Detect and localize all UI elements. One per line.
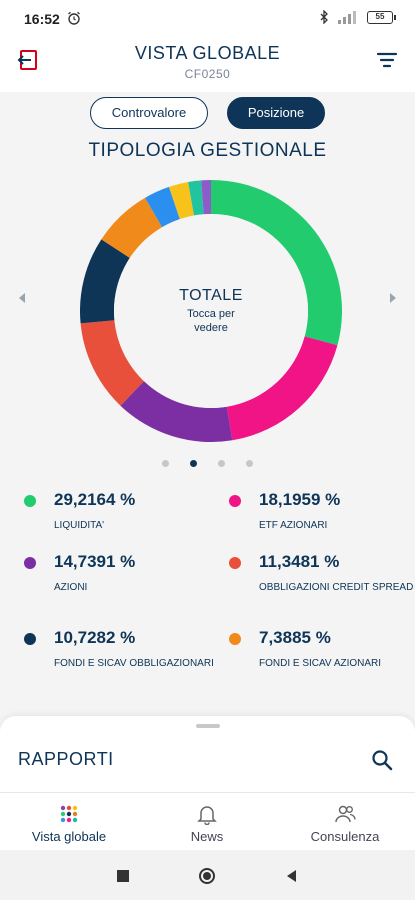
legend-swatch (24, 633, 36, 645)
pager-dot-2[interactable] (218, 460, 225, 467)
recents-icon[interactable] (114, 867, 132, 885)
nav-label-news: News (190, 829, 224, 844)
pager-dots[interactable] (0, 460, 415, 467)
donut-slice-teal[interactable] (188, 180, 204, 216)
sheet-title: RAPPORTI (18, 749, 114, 769)
legend-percent: 14,7391 % (54, 552, 136, 571)
search-icon[interactable] (371, 749, 393, 771)
back-icon[interactable] (283, 867, 301, 885)
app-bar: VISTA GLOBALE CF0250 (0, 34, 415, 92)
pager-dot-3[interactable] (246, 460, 253, 467)
battery-icon: 55 (367, 10, 396, 24)
donut-hole (114, 214, 308, 408)
legend-swatch (24, 557, 36, 569)
legend-label: FONDI E SICAV AZIONARI (259, 658, 382, 669)
page-subtitle: CF0250 (184, 67, 231, 81)
rapporti-sheet[interactable]: RAPPORTI (0, 716, 415, 792)
donut-slice-0[interactable] (211, 180, 342, 346)
bluetooth-icon (320, 10, 328, 24)
grid-dots-icon (60, 805, 78, 823)
signal-icon (338, 10, 356, 24)
legend-label: LIQUIDITA' (54, 520, 105, 531)
legend-percent: 11,3481 % (259, 552, 340, 571)
status-time: 16:52 (24, 11, 60, 27)
page-title: VISTA GLOBALE (134, 43, 281, 63)
segment-controvalore[interactable]: Controvalore (90, 97, 208, 129)
donut-center-tap-area[interactable] (145, 245, 277, 377)
legend-percent: 29,2164 % (54, 490, 136, 509)
donut-slice-yellow[interactable] (168, 182, 195, 220)
bottom-nav: Vista globale News Consulenza (0, 792, 415, 850)
sheet-handle[interactable] (196, 724, 220, 728)
nav-consulenza[interactable]: Consulenza (276, 793, 414, 851)
status-bar: 16:52 55 (0, 0, 415, 34)
nav-label-vista-globale: Vista globale (31, 829, 107, 844)
donut-slice-purple[interactable] (201, 180, 211, 215)
home-icon[interactable] (198, 867, 216, 885)
nav-vista-globale[interactable]: Vista globale (0, 793, 138, 851)
chevron-left-icon[interactable] (16, 291, 28, 305)
legend-swatch (229, 633, 241, 645)
legend-label: AZIONI (54, 582, 88, 593)
donut-slice-5[interactable] (101, 197, 163, 258)
status-right-icons: 55 (319, 10, 396, 24)
pager-dot-0[interactable] (162, 460, 169, 467)
legend-percent: 7,3885 % (259, 628, 331, 647)
pager-dot-1[interactable] (190, 460, 197, 467)
chevron-right-icon[interactable] (387, 291, 399, 305)
nav-label-consulenza: Consulenza (310, 829, 380, 844)
filter-icon[interactable] (376, 50, 398, 70)
legend-percent: 18,1959 % (259, 490, 341, 509)
legend-swatch (229, 557, 241, 569)
donut-slice-2[interactable] (120, 381, 233, 442)
people-icon (335, 805, 356, 823)
legend-swatch (229, 495, 241, 507)
section-title: TIPOLOGIA GESTIONALE (88, 140, 327, 161)
exit-icon[interactable] (17, 48, 41, 72)
legend-label: ETF AZIONARI (259, 520, 328, 531)
legend-label: OBBLIGAZIONI CREDIT SPREAD (259, 582, 414, 593)
donut-slice-blue[interactable] (145, 186, 180, 228)
donut-slice-3[interactable] (80, 320, 144, 406)
nav-news[interactable]: News (138, 793, 276, 851)
segment-posizione[interactable]: Posizione (227, 97, 325, 129)
system-nav-bar (0, 850, 415, 900)
donut-slice-1[interactable] (226, 336, 338, 441)
legend-swatch (24, 495, 36, 507)
legend-label: FONDI E SICAV OBBLIGAZIONARI (54, 658, 214, 669)
legend-percent: 10,7282 % (54, 628, 136, 647)
bell-icon (197, 806, 217, 825)
donut-slice-4[interactable] (80, 239, 130, 324)
donut-chart[interactable] (80, 180, 342, 442)
alarm-icon (68, 11, 80, 25)
